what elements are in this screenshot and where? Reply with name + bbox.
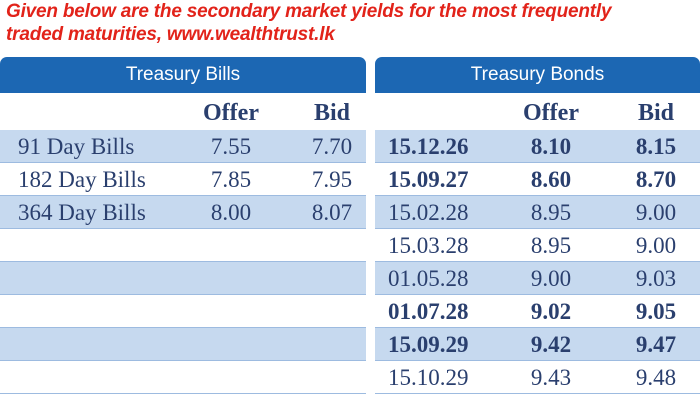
bond-maturity: 15.12.26 bbox=[388, 134, 469, 159]
row-divider bbox=[0, 393, 700, 394]
bond-bid: 9.03 bbox=[635, 266, 677, 291]
bond-maturity: 15.03.28 bbox=[388, 233, 469, 258]
intro-text: Given below are the secondary market yie… bbox=[6, 0, 696, 46]
bill-offer: 7.55 bbox=[210, 134, 252, 159]
bill-bid: 7.95 bbox=[311, 167, 353, 192]
bond-maturity: 15.09.29 bbox=[388, 332, 469, 357]
bond-offer: 9.02 bbox=[530, 299, 572, 324]
bond-bid: 9.00 bbox=[635, 233, 677, 258]
row-divider bbox=[0, 162, 700, 163]
bond-bid: 9.48 bbox=[635, 365, 677, 390]
row-band bbox=[0, 97, 700, 130]
row-band bbox=[0, 229, 700, 262]
treasury-bills-header: Treasury Bills bbox=[0, 57, 366, 93]
bond-maturity: 15.02.28 bbox=[388, 200, 469, 225]
row-band bbox=[0, 295, 700, 328]
bonds-offer-heading: Offer bbox=[523, 100, 579, 126]
bond-bid: 9.05 bbox=[635, 299, 677, 324]
row-divider bbox=[0, 261, 700, 262]
row-band bbox=[0, 262, 700, 295]
bill-offer: 8.00 bbox=[210, 200, 252, 225]
table-separator bbox=[366, 93, 375, 400]
bond-maturity: 15.10.29 bbox=[388, 365, 469, 390]
row-divider bbox=[0, 294, 700, 295]
row-divider bbox=[0, 228, 700, 229]
bill-label: 91 Day Bills bbox=[18, 134, 135, 159]
row-band bbox=[0, 196, 700, 229]
row-divider bbox=[0, 195, 700, 196]
row-band bbox=[0, 328, 700, 361]
row-band bbox=[0, 163, 700, 196]
bond-bid: 9.00 bbox=[635, 200, 677, 225]
bill-offer: 7.85 bbox=[210, 167, 252, 192]
bond-offer: 9.43 bbox=[530, 365, 572, 390]
bills-offer-heading: Offer bbox=[203, 100, 259, 126]
bill-label: 364 Day Bills bbox=[18, 200, 146, 225]
bond-bid: 8.70 bbox=[635, 167, 677, 192]
bond-offer: 8.95 bbox=[530, 233, 572, 258]
bond-maturity: 01.07.28 bbox=[388, 299, 469, 324]
bond-offer: 8.95 bbox=[530, 200, 572, 225]
bill-bid: 8.07 bbox=[311, 200, 353, 225]
bond-offer: 9.42 bbox=[530, 332, 572, 357]
row-divider bbox=[0, 327, 700, 328]
bond-maturity: 15.09.27 bbox=[388, 167, 469, 192]
intro-line-2: traded maturities, www.wealthtrust.lk bbox=[6, 24, 335, 45]
intro-line-1: Given below are the secondary market yie… bbox=[6, 1, 612, 22]
row-band bbox=[0, 130, 700, 163]
bond-bid: 8.15 bbox=[635, 134, 677, 159]
row-divider bbox=[0, 360, 700, 361]
bill-label: 182 Day Bills bbox=[18, 167, 146, 192]
bill-bid: 7.70 bbox=[311, 134, 353, 159]
bond-offer: 8.60 bbox=[530, 167, 572, 192]
bond-offer: 9.00 bbox=[530, 266, 572, 291]
bond-offer: 8.10 bbox=[530, 134, 572, 159]
row-band bbox=[0, 361, 700, 394]
bonds-bid-heading: Bid bbox=[637, 100, 675, 126]
bond-maturity: 01.05.28 bbox=[388, 266, 469, 291]
treasury-bonds-header: Treasury Bonds bbox=[375, 57, 700, 93]
bond-bid: 9.47 bbox=[635, 332, 677, 357]
bills-bid-heading: Bid bbox=[313, 100, 351, 126]
